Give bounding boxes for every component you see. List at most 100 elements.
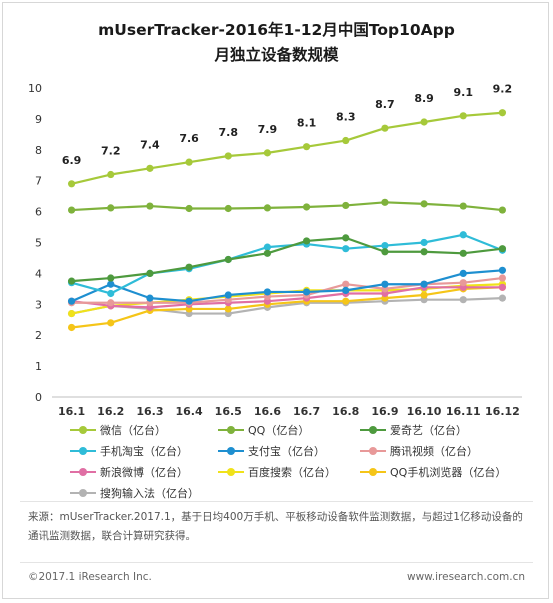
legend-swatch: [360, 466, 386, 478]
data-label: 8.9: [414, 92, 434, 105]
legend-label: 微信（亿台）: [100, 424, 166, 437]
legend-swatch: [218, 445, 244, 457]
x-tick-label: 16.6: [254, 405, 281, 418]
legend-marker: [79, 489, 87, 497]
series-line: [71, 233, 503, 295]
series-point: [107, 299, 115, 307]
series-point: [185, 204, 193, 213]
legend-label: QQ手机浏览器（亿台）: [390, 466, 507, 479]
series-point: [107, 289, 115, 298]
legend-label: 支付宝（亿台）: [248, 445, 325, 458]
legend-marker: [79, 468, 87, 476]
data-label: 9.1: [454, 86, 474, 99]
y-tick-label: 4: [35, 267, 42, 280]
legend-label: QQ（亿台）: [248, 424, 310, 437]
series-point: [302, 288, 311, 296]
series-point: [67, 309, 76, 318]
x-tick-label: 16.2: [97, 405, 124, 418]
x-tick-label: 16.11: [446, 405, 481, 418]
legend-marker: [79, 426, 87, 434]
legend-swatch: [360, 424, 386, 436]
series-point: [498, 274, 507, 282]
series-line: [71, 201, 503, 212]
legend-item: 支付宝（亿台）: [218, 443, 325, 459]
series-line: [71, 111, 503, 185]
series-point: [498, 109, 507, 117]
series-point: [107, 319, 115, 327]
series-point: [342, 245, 350, 253]
series-point: [420, 118, 428, 126]
legend-label: 百度搜索（亿台）: [248, 466, 336, 479]
series-point: [263, 243, 272, 251]
data-label: 7.9: [258, 123, 278, 136]
legend-label: 爱奇艺（亿台）: [390, 424, 467, 437]
series-line: [71, 276, 503, 304]
x-tick-label: 16.5: [215, 405, 242, 418]
legend-item: 搜狗输入法（亿台）: [70, 485, 199, 501]
legend-item: 爱奇艺（亿台）: [360, 422, 467, 438]
series-point: [381, 280, 389, 288]
series-point: [459, 279, 467, 287]
series-point: [67, 206, 76, 214]
series-point: [342, 201, 350, 210]
series-line: [71, 297, 503, 315]
series-point: [224, 255, 232, 264]
series-point: [302, 203, 311, 211]
divider: [20, 501, 533, 502]
legend-swatch: [70, 424, 96, 436]
series-point: [67, 297, 76, 305]
series-point: [342, 286, 350, 294]
series-point: [146, 294, 154, 302]
legend-swatch: [218, 466, 244, 478]
source-note: 来源：mUserTracker.2017.1，基于日均400万手机、平板移动设备…: [28, 511, 523, 542]
series-point: [185, 158, 193, 166]
series-point: [420, 200, 428, 208]
series-line: [71, 286, 503, 309]
series-point: [107, 280, 115, 288]
series-point: [459, 269, 467, 277]
series-point: [342, 136, 350, 145]
legend-marker: [369, 468, 377, 476]
legend-item: 新浪微博（亿台）: [70, 464, 188, 480]
data-label: 7.6: [179, 132, 199, 145]
series-point: [263, 249, 272, 257]
series-point: [263, 149, 272, 157]
y-tick-label: 8: [35, 144, 42, 157]
series-point: [381, 124, 389, 132]
legend-marker: [227, 468, 235, 476]
series-point: [67, 323, 76, 332]
legend-label: 手机淘宝（亿台）: [100, 445, 188, 458]
legend-marker: [369, 447, 377, 455]
series-line: [71, 269, 503, 303]
y-tick-label: 3: [35, 298, 42, 311]
series-point: [146, 164, 154, 172]
series-point: [342, 297, 350, 305]
y-tick-label: 9: [35, 113, 42, 126]
series-point: [498, 294, 507, 302]
chart-title-line1: mUserTracker-2016年1-12月中国Top10App: [98, 21, 455, 39]
series-point: [342, 280, 350, 288]
legend-item: QQ（亿台）: [218, 422, 309, 438]
legend-swatch: [70, 445, 96, 457]
x-tick-label: 16.7: [293, 405, 320, 418]
legend-label: 腾讯视频（亿台）: [390, 445, 478, 458]
data-label: 7.2: [101, 145, 121, 158]
data-label: 9.2: [493, 83, 513, 96]
legend-label: 搜狗输入法（亿台）: [100, 487, 199, 500]
series-point: [224, 291, 232, 299]
series-point: [224, 305, 232, 313]
legend-item: 手机淘宝（亿台）: [70, 443, 188, 459]
legend-swatch: [70, 487, 96, 499]
data-label: 6.9: [62, 154, 82, 167]
series-point: [224, 204, 232, 213]
legend-item: 腾讯视频（亿台）: [360, 443, 478, 459]
legend-item: 百度搜索（亿台）: [218, 464, 336, 480]
data-label: 8.3: [336, 111, 356, 124]
series-point: [185, 263, 193, 271]
legend-marker: [227, 447, 235, 455]
series-point: [381, 248, 389, 256]
y-tick-label: 10: [28, 82, 42, 95]
website: www.iresearch.com.cn: [406, 571, 525, 583]
series-point: [342, 234, 350, 242]
